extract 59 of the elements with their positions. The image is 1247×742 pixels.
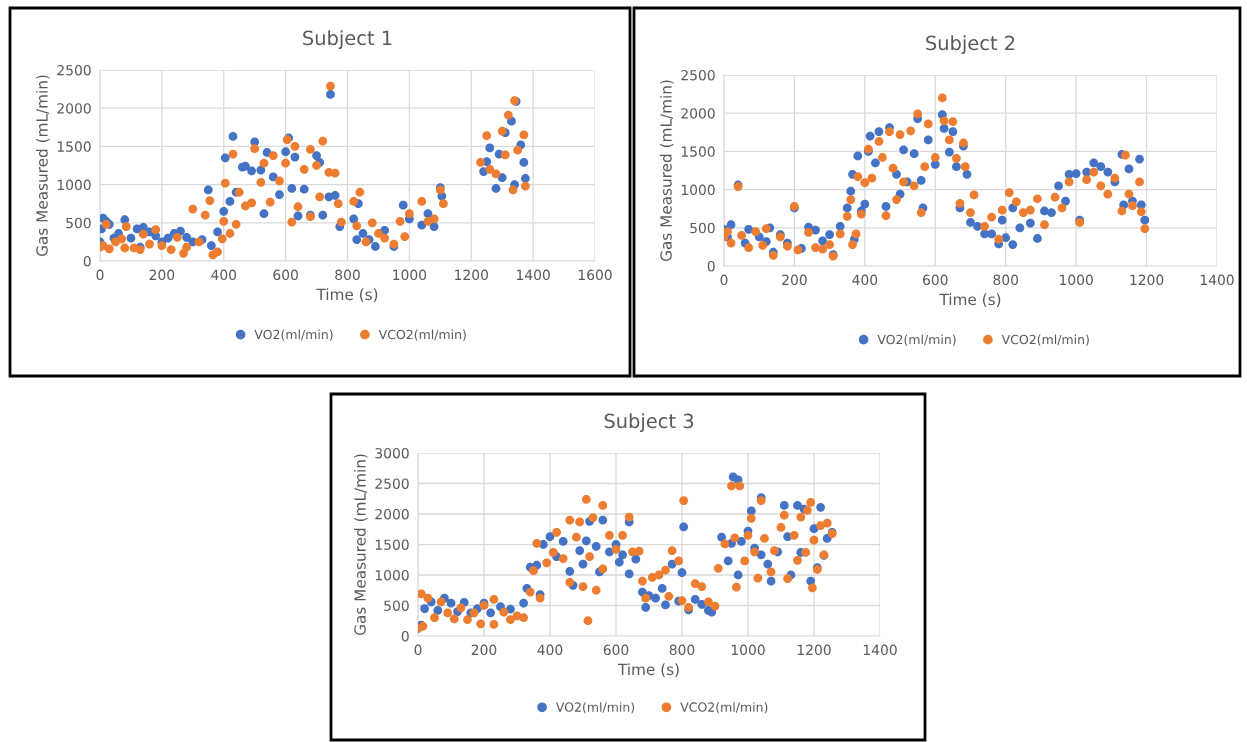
legend-label: VCO2(ml/min) — [1001, 334, 1089, 346]
legend-label: VCO2(ml/min) — [378, 329, 466, 341]
y-tick-label: 2000 — [375, 508, 409, 520]
y-tick-label: 1000 — [375, 569, 409, 581]
x-tick-label: 1200 — [455, 269, 488, 281]
x-tick-label: 0 — [720, 274, 728, 286]
y-tick-label: 1000 — [57, 179, 91, 191]
y-tick-label: 500 — [690, 222, 715, 234]
y-tick-label: 2000 — [57, 103, 91, 114]
legend-label: VO2(ml/min) — [555, 702, 635, 714]
x-tick-label: 200 — [149, 269, 175, 281]
x-tick-label: 600 — [923, 274, 948, 286]
x-tick-label: 400 — [211, 269, 237, 281]
x-tick-label: 800 — [993, 274, 1019, 286]
x-tick-label: 0 — [96, 269, 104, 281]
x-tick-label: 600 — [603, 644, 629, 656]
x-tick-label: 1600 — [578, 269, 612, 281]
chart-title: Subject 2 — [926, 35, 1015, 55]
x-axis-title: Time (s) — [939, 293, 1001, 307]
x-tick-label: 1200 — [1130, 274, 1164, 286]
x-tick-label: 1400 — [863, 644, 897, 656]
x-tick-label: 600 — [273, 269, 298, 281]
x-tick-label: 1400 — [1200, 274, 1234, 286]
legend-label: VO2(ml/min) — [254, 329, 333, 341]
x-axis-title: Time (s) — [316, 288, 378, 302]
x-tick-label: 400 — [852, 274, 878, 286]
y-tick-label: 2500 — [681, 69, 715, 81]
y-tick-label: 1500 — [375, 539, 409, 550]
y-tick-label: 1500 — [681, 146, 715, 157]
x-tick-label: 800 — [669, 644, 695, 656]
y-tick-label: 3000 — [375, 447, 409, 459]
x-tick-label: 1000 — [731, 644, 765, 656]
x-tick-label: 1000 — [393, 269, 427, 281]
x-axis-title: Time (s) — [617, 663, 679, 677]
legend-label: VO2(ml/min) — [877, 334, 956, 346]
x-tick-label: 1200 — [797, 644, 831, 656]
y-tick-label: 2000 — [681, 108, 715, 119]
x-tick-label: 1000 — [1059, 274, 1093, 286]
y-tick-label: 500 — [384, 600, 409, 611]
y-tick-label: 0 — [707, 260, 715, 272]
y-tick-label: 1500 — [57, 141, 91, 152]
x-tick-label: 800 — [335, 269, 360, 281]
x-tick-label: 200 — [471, 644, 497, 656]
y-tick-label: 500 — [66, 217, 91, 229]
y-tick-label: 0 — [401, 630, 409, 642]
y-axis-title: Gas Measured (mL/min) — [353, 454, 368, 636]
legend-label: VCO2(ml/min) — [680, 702, 768, 714]
y-tick-label: 2500 — [375, 478, 409, 489]
chart-title: Subject 1 — [303, 30, 392, 50]
x-tick-label: 1400 — [516, 269, 550, 281]
y-tick-label: 0 — [83, 255, 91, 267]
chart-title: Subject 3 — [604, 413, 694, 433]
x-tick-label: 200 — [782, 274, 807, 286]
x-tick-label: 0 — [414, 644, 422, 656]
y-tick-label: 2500 — [57, 64, 91, 76]
y-tick-label: 1000 — [681, 184, 715, 196]
x-tick-label: 400 — [537, 644, 563, 656]
y-axis-title: Gas Measured (mL/min) — [659, 80, 674, 262]
y-axis-title: Gas Measured (mL/min) — [35, 75, 50, 257]
